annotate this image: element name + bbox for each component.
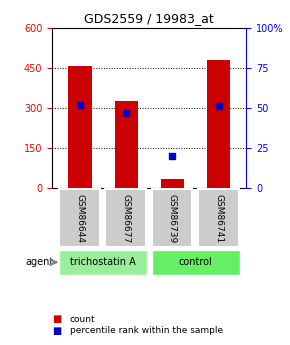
- Text: GSM86644: GSM86644: [75, 194, 84, 243]
- FancyBboxPatch shape: [152, 250, 240, 275]
- Text: control: control: [179, 257, 213, 267]
- Bar: [161, 179, 184, 188]
- FancyBboxPatch shape: [152, 189, 192, 247]
- Bar: [207, 60, 230, 188]
- Text: GSM86677: GSM86677: [122, 194, 131, 243]
- Text: count: count: [70, 315, 95, 324]
- FancyBboxPatch shape: [59, 250, 147, 275]
- Text: ■: ■: [52, 326, 61, 335]
- FancyBboxPatch shape: [59, 189, 100, 247]
- Bar: [115, 101, 138, 188]
- Text: ■: ■: [52, 314, 61, 324]
- Text: percentile rank within the sample: percentile rank within the sample: [70, 326, 223, 335]
- FancyBboxPatch shape: [105, 189, 146, 247]
- Text: GSM86741: GSM86741: [214, 194, 223, 243]
- Text: GSM86739: GSM86739: [168, 194, 177, 243]
- Title: GDS2559 / 19983_at: GDS2559 / 19983_at: [84, 12, 214, 25]
- Text: agent: agent: [25, 257, 53, 267]
- FancyBboxPatch shape: [198, 189, 239, 247]
- Text: trichostatin A: trichostatin A: [70, 257, 136, 267]
- Bar: [68, 66, 92, 188]
